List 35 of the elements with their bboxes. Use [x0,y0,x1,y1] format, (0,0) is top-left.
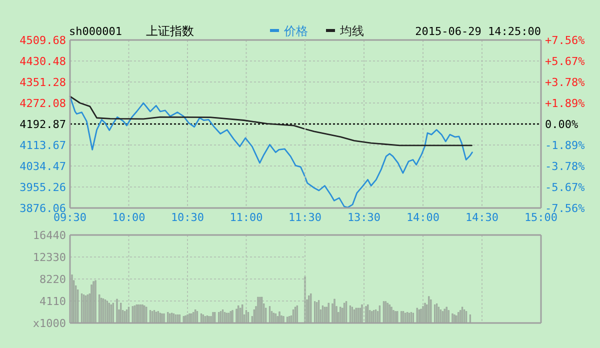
x-tick-label: 11:00 [230,211,263,224]
y2-tick-label: +1.89% [545,97,586,110]
y-tick-label: 4192.87 [20,118,66,131]
chart-subtitle: sh000001 [69,25,122,38]
x-tick-label: 15:00 [524,211,558,224]
y-tick-label: x1000 [32,317,66,330]
y-tick-label: 12330 [32,251,66,264]
y2-tick-label: 0.00% [545,118,578,131]
x-tick-label: 10:00 [112,211,146,224]
y-tick-label: 4509.68 [20,34,66,47]
x-tick-label: 13:30 [347,211,381,224]
x-tick-label: 14:30 [465,211,499,224]
y2-tick-label: +7.56% [545,34,586,47]
y-tick-label: 4351.28 [20,76,66,89]
y2-tick-label: -1.89% [545,139,586,152]
legend-label: 均线 [339,24,364,38]
y2-tick-label: +5.67% [545,55,586,68]
x-tick-label: 10:30 [170,211,204,224]
y-tick-label: 16440 [32,229,66,242]
text: 2015-06-29 14:25:00 [415,25,541,38]
y-tick-label: 3955.26 [20,181,66,194]
y-tick-label: 8220 [40,273,66,286]
y-tick-label: 4110 [40,295,66,308]
chart-title: 上证指数 [146,24,194,38]
y2-tick-label: +3.78% [545,76,586,89]
x-tick-label: 11:30 [288,211,322,224]
x-tick-label: 09:30 [53,211,87,224]
y2-tick-label: -5.67% [545,181,586,194]
legend-label: 价格 [283,24,308,38]
x-tick-label: 14:00 [406,211,440,224]
y-tick-label: 4034.47 [20,160,66,173]
y-tick-label: 4113.67 [20,139,66,152]
y-tick-label: 4272.08 [20,97,66,110]
y-tick-label: 4430.48 [20,55,66,68]
y2-tick-label: -3.78% [545,160,586,173]
